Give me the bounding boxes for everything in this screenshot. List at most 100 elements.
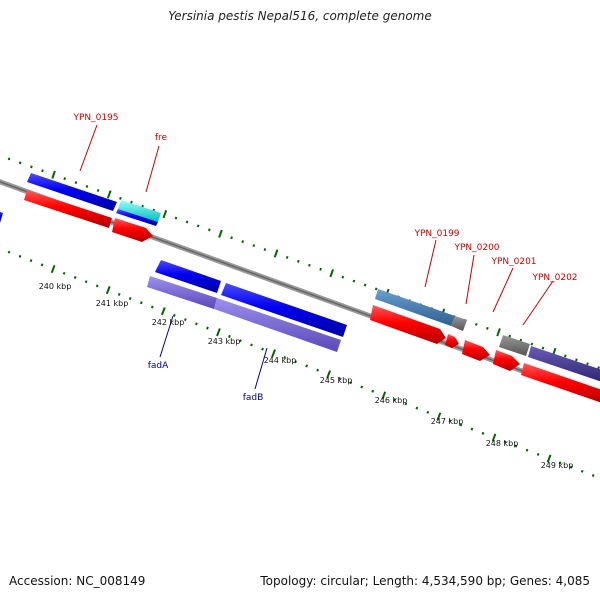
minor-tick (184, 318, 187, 322)
minor-tick (119, 196, 122, 200)
feature-ypn-0199-gray[interactable] (451, 316, 467, 331)
minor-tick (185, 220, 189, 224)
minor-tick (196, 224, 200, 228)
minor-tick (371, 389, 375, 393)
minor-tick (74, 181, 78, 185)
minor-tick (230, 236, 233, 240)
feature-fadb-lavender[interactable] (214, 298, 341, 352)
minor-tick (206, 326, 209, 330)
minor-tick (530, 342, 534, 346)
minor-tick (563, 354, 567, 358)
leader-lines-blue (159, 315, 268, 390)
minor-tick (459, 423, 463, 427)
feature-cds-reverse-3[interactable] (370, 305, 446, 344)
feature-ypn-0195-cds[interactable] (27, 173, 117, 211)
minor-tick (580, 469, 584, 473)
minor-tick (448, 419, 452, 423)
minor-tick (319, 267, 322, 271)
minor-tick (40, 263, 44, 267)
minor-tick (128, 297, 132, 301)
minor-tick (241, 240, 245, 244)
minor-tick (558, 461, 562, 465)
scale-label-layer: 240 kbp 241 kbp 242 kbp 243 kbp 244 kbp … (39, 282, 574, 470)
major-tick (491, 433, 497, 442)
feature-cds-reverse-4[interactable] (493, 350, 520, 371)
minor-tick (525, 448, 529, 452)
minor-tick (95, 284, 99, 288)
minor-tick (503, 440, 507, 444)
minor-tick (591, 474, 595, 477)
feature-ypn-0201-cds[interactable] (462, 340, 490, 361)
minor-tick (586, 362, 589, 366)
minor-tick (29, 259, 33, 263)
minor-tick (486, 326, 489, 330)
major-tick (271, 349, 276, 358)
minor-tick (18, 254, 22, 258)
minor-tick (541, 346, 545, 350)
major-tick (496, 328, 501, 337)
minor-tick (426, 410, 430, 414)
minor-tick (228, 334, 231, 338)
feature-cds-reverse-1[interactable] (24, 190, 112, 228)
map-title: Yersinia pestis Nepal516, complete genom… (168, 9, 432, 23)
minor-tick (352, 279, 356, 283)
minor-tick (296, 259, 300, 263)
feature-fre-cds[interactable] (116, 200, 161, 226)
feature-fada-lavender[interactable] (147, 276, 217, 309)
minor-tick (41, 169, 44, 173)
feature-cds-reverse-5[interactable] (521, 363, 600, 404)
feature-fada-forward-cds[interactable] (155, 260, 221, 293)
leader-lines-red (79, 124, 554, 326)
gene-label-fre[interactable]: fre (155, 133, 168, 143)
minor-tick (393, 398, 397, 402)
minor-tick (283, 356, 286, 360)
minor-tick (139, 301, 143, 305)
minor-tick (316, 368, 320, 372)
scale-label-241: 241 kbp (96, 299, 129, 308)
gene-label-fada[interactable]: fadA (148, 361, 169, 371)
minor-tick (96, 188, 100, 192)
gene-label-ypn-0200[interactable]: YPN_0200 (453, 243, 499, 253)
feature-ypn-0202-cds[interactable] (528, 346, 600, 383)
scale-label-243: 243 kbp (208, 337, 241, 346)
minor-tick (18, 161, 22, 165)
minor-tick (62, 271, 66, 275)
major-tick (105, 286, 111, 295)
feature-ypn-0202-gray[interactable] (499, 335, 530, 356)
feature-fadb-forward-cds[interactable] (221, 283, 347, 337)
minor-tick (261, 347, 264, 351)
gene-label-fadb[interactable]: fadB (243, 393, 264, 403)
major-tick (162, 209, 168, 219)
minor-tick (349, 381, 353, 385)
minor-tick (597, 366, 600, 370)
minor-tick (470, 427, 474, 431)
minor-tick (130, 200, 133, 204)
feature-ypn-0199-cds[interactable] (375, 289, 455, 326)
feature-cds-reverse-2[interactable] (112, 218, 153, 242)
gene-label-ypn-0202[interactable]: YPN_0202 (531, 273, 577, 283)
major-tick (436, 412, 442, 421)
minor-tick (150, 305, 154, 309)
minor-tick (263, 248, 267, 252)
major-tick (546, 454, 552, 463)
gene-label-ypn-0201[interactable]: YPN_0201 (490, 257, 536, 267)
inner-tick-track (0, 244, 595, 477)
minor-tick (305, 364, 309, 368)
outer-tick-track (0, 151, 600, 370)
minor-tick (536, 452, 540, 456)
gene-label-ypn-0199[interactable]: YPN_0199 (413, 229, 459, 239)
gene-label-ypn-0195[interactable]: YPN_0195 (72, 113, 118, 123)
feature-cds-forward-1[interactable] (0, 210, 3, 223)
minor-tick (474, 322, 478, 326)
minor-tick (73, 276, 77, 279)
minor-tick (63, 177, 67, 181)
major-tick (106, 190, 112, 199)
minor-tick (7, 157, 11, 161)
minor-tick (250, 343, 253, 347)
scale-label-242: 242 kbp (152, 318, 185, 327)
genome-summary-text: Topology: circular; Length: 4,534,590 bp… (260, 574, 590, 588)
minor-tick (363, 283, 367, 287)
minor-tick (404, 402, 408, 406)
feature-ypn-0200-cds[interactable] (445, 334, 459, 348)
